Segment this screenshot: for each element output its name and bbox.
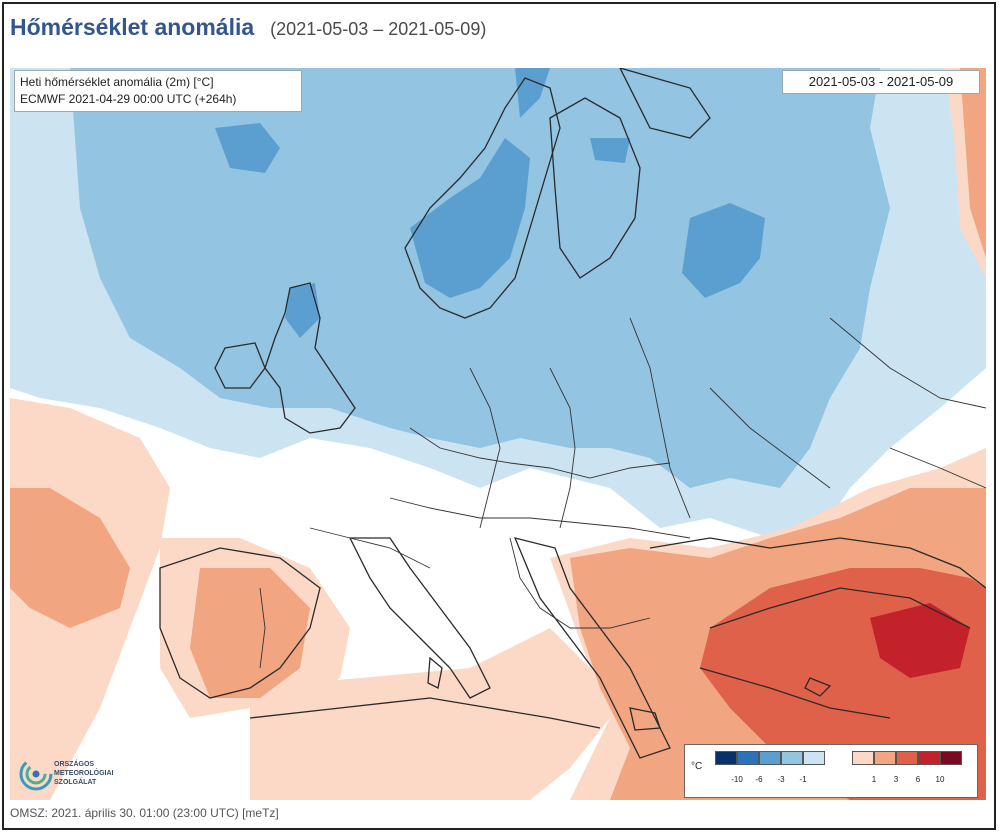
legend-unit: °C	[691, 761, 703, 772]
legend-swatch-warm	[874, 751, 896, 765]
legend-tick-label: 1	[871, 775, 877, 784]
info-variable-label: Heti hőmérséklet anomália (2m) [°C]	[20, 75, 214, 89]
map-info-box: Heti hőmérséklet anomália (2m) [°C] ECMW…	[14, 70, 302, 112]
legend-swatch-cold	[781, 751, 803, 765]
legend-tick-label: -3	[777, 775, 785, 784]
map-canvas	[10, 68, 986, 800]
anomaly-map[interactable]	[10, 68, 986, 800]
warm-weak-iberia	[190, 568, 310, 698]
legend-swatch-warm	[852, 751, 874, 765]
country-borders	[259, 317, 986, 669]
legend-tick-label: 6	[915, 775, 921, 784]
legend-swatch-warm	[940, 751, 962, 765]
footer-credit: OMSZ: 2021. április 30. 01:00 (23:00 UTC…	[10, 806, 279, 820]
cold-moderate-scotland	[285, 283, 320, 338]
warm-weak-atlantic-blob	[10, 488, 130, 628]
legend-swatch-cold	[803, 751, 825, 765]
legend-tick-label: 3	[893, 775, 899, 784]
legend-swatch-warm	[896, 751, 918, 765]
omsz-logo-text: ORSZÁGOS METEOROLÓGIAI SZOLGÁLAT	[54, 760, 114, 787]
omsz-logo: ORSZÁGOS METEOROLÓGIAI SZOLGÁLAT	[18, 752, 130, 796]
legend-swatch-warm	[918, 751, 940, 765]
legend-tick-label: -6	[755, 775, 763, 784]
logo-line-1: ORSZÁGOS	[54, 761, 95, 768]
warm-weak-east-edge	[960, 68, 986, 258]
warm-slight-africa	[250, 628, 610, 800]
legend-swatch-cold	[715, 751, 737, 765]
cold-moderate-scandinavia	[410, 138, 530, 298]
cold-moderate-atlantic	[215, 123, 280, 173]
legend-tick-label: -1	[799, 775, 807, 784]
warm-strong-anatolia	[870, 603, 970, 678]
info-model-label: ECMWF 2021-04-29 00:00 UTC (+264h)	[20, 92, 237, 106]
omsz-swirl-icon	[19, 757, 53, 791]
cold-moderate-russia	[682, 203, 765, 298]
cold-moderate-gulf	[590, 138, 630, 163]
period-subtitle: (2021-05-03 – 2021-05-09)	[270, 19, 487, 39]
logo-line-2: METEOROLÓGIAI	[54, 770, 114, 777]
page-title: Hőmérséklet anomália	[10, 14, 255, 40]
map-date-range: 2021-05-03 - 2021-05-09	[782, 70, 980, 94]
header: Hőmérséklet anomália (2021-05-03 – 2021-…	[10, 14, 486, 48]
legend-swatch-cold	[759, 751, 781, 765]
color-legend: °C -10 -6 -3 -1 1 3 6 10	[684, 744, 978, 798]
logo-line-3: SZOLGÁLAT	[54, 779, 97, 786]
coastlines	[159, 68, 986, 759]
legend-tick-label: 10	[935, 775, 945, 784]
legend-swatch-cold	[737, 751, 759, 765]
legend-tick-label: -10	[731, 775, 743, 784]
